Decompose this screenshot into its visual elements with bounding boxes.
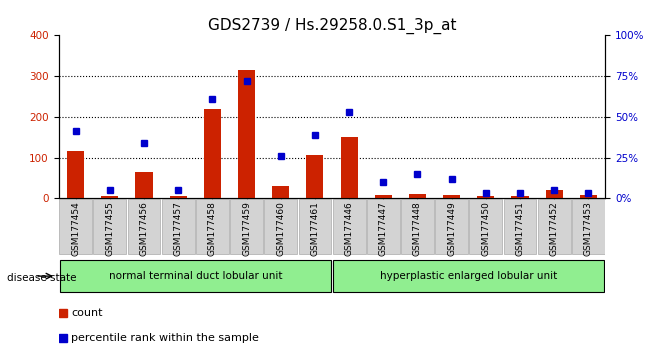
- Bar: [546, 190, 562, 198]
- Text: hyperplastic enlarged lobular unit: hyperplastic enlarged lobular unit: [380, 271, 557, 281]
- Text: GSM177459: GSM177459: [242, 201, 251, 256]
- Text: GSM177449: GSM177449: [447, 201, 456, 256]
- Text: GSM177451: GSM177451: [516, 201, 525, 256]
- Text: GSM177458: GSM177458: [208, 201, 217, 256]
- Bar: [375, 195, 392, 198]
- FancyBboxPatch shape: [230, 199, 263, 254]
- FancyBboxPatch shape: [436, 199, 468, 254]
- Bar: [512, 196, 529, 198]
- Text: GSM177450: GSM177450: [481, 201, 490, 256]
- Bar: [67, 152, 84, 198]
- FancyBboxPatch shape: [367, 199, 400, 254]
- Text: normal terminal duct lobular unit: normal terminal duct lobular unit: [109, 271, 282, 281]
- Bar: [272, 186, 289, 198]
- FancyBboxPatch shape: [59, 199, 92, 254]
- FancyBboxPatch shape: [94, 199, 126, 254]
- Text: GSM177456: GSM177456: [139, 201, 148, 256]
- Bar: [170, 196, 187, 198]
- Bar: [135, 172, 152, 198]
- Bar: [307, 155, 324, 198]
- Text: count: count: [71, 308, 102, 318]
- FancyBboxPatch shape: [333, 199, 365, 254]
- FancyBboxPatch shape: [128, 199, 160, 254]
- Bar: [204, 109, 221, 198]
- FancyBboxPatch shape: [264, 199, 297, 254]
- FancyBboxPatch shape: [469, 199, 502, 254]
- Text: disease state: disease state: [7, 273, 76, 283]
- Text: GSM177460: GSM177460: [276, 201, 285, 256]
- Bar: [340, 137, 357, 198]
- Text: percentile rank within the sample: percentile rank within the sample: [71, 333, 258, 343]
- Bar: [580, 195, 597, 198]
- FancyBboxPatch shape: [401, 199, 434, 254]
- Text: GSM177454: GSM177454: [71, 201, 80, 256]
- FancyBboxPatch shape: [60, 260, 331, 292]
- Text: GSM177448: GSM177448: [413, 201, 422, 256]
- FancyBboxPatch shape: [504, 199, 536, 254]
- Bar: [443, 195, 460, 198]
- Text: GSM177446: GSM177446: [344, 201, 353, 256]
- Text: GSM177461: GSM177461: [311, 201, 320, 256]
- FancyBboxPatch shape: [333, 260, 604, 292]
- FancyBboxPatch shape: [299, 199, 331, 254]
- Text: GSM177457: GSM177457: [174, 201, 183, 256]
- FancyBboxPatch shape: [196, 199, 229, 254]
- Title: GDS2739 / Hs.29258.0.S1_3p_at: GDS2739 / Hs.29258.0.S1_3p_at: [208, 18, 456, 34]
- Bar: [102, 196, 118, 198]
- Bar: [409, 194, 426, 198]
- FancyBboxPatch shape: [538, 199, 570, 254]
- Text: GSM177447: GSM177447: [379, 201, 388, 256]
- Bar: [238, 70, 255, 198]
- Text: GSM177455: GSM177455: [105, 201, 115, 256]
- FancyBboxPatch shape: [162, 199, 195, 254]
- Text: GSM177453: GSM177453: [584, 201, 593, 256]
- FancyBboxPatch shape: [572, 199, 605, 254]
- Text: GSM177452: GSM177452: [549, 201, 559, 256]
- Bar: [477, 196, 494, 198]
